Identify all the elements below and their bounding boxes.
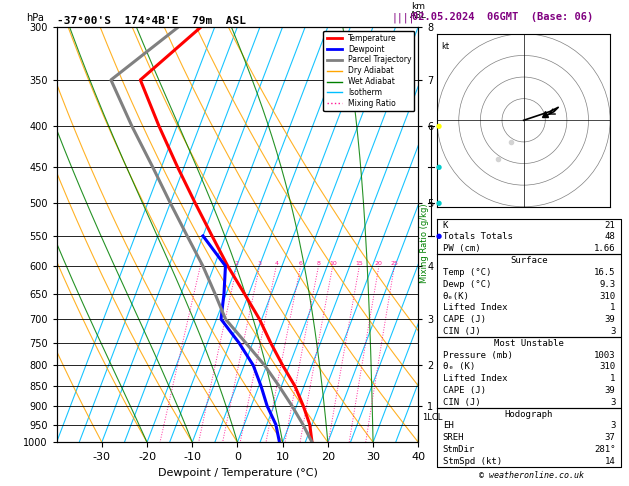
Text: 3: 3 (610, 327, 615, 336)
Text: 21: 21 (604, 221, 615, 230)
Text: CIN (J): CIN (J) (443, 327, 481, 336)
Text: 20: 20 (375, 261, 383, 266)
Text: 16.5: 16.5 (594, 268, 615, 277)
Text: 39: 39 (604, 386, 615, 395)
Text: 1003: 1003 (594, 350, 615, 360)
Text: StmSpd (kt): StmSpd (kt) (443, 457, 502, 466)
Text: 48: 48 (604, 232, 615, 242)
Text: 14: 14 (604, 457, 615, 466)
Text: 1: 1 (610, 374, 615, 383)
Text: StmDir: StmDir (443, 445, 475, 454)
Text: ●: ● (436, 233, 442, 239)
Text: ●: ● (436, 123, 442, 129)
Text: ●: ● (436, 200, 442, 206)
Text: θₑ(K): θₑ(K) (443, 292, 469, 300)
Text: K: K (443, 221, 448, 230)
Text: 3: 3 (610, 398, 615, 407)
Text: hPa: hPa (26, 13, 44, 22)
Text: Totals Totals: Totals Totals (443, 232, 513, 242)
Text: Surface: Surface (510, 256, 548, 265)
Text: θₑ (K): θₑ (K) (443, 363, 475, 371)
Text: CIN (J): CIN (J) (443, 398, 481, 407)
Text: 281°: 281° (594, 445, 615, 454)
Text: kt: kt (442, 42, 450, 52)
Text: Most Unstable: Most Unstable (494, 339, 564, 347)
Text: ●: ● (436, 164, 442, 170)
Legend: Temperature, Dewpoint, Parcel Trajectory, Dry Adiabat, Wet Adiabat, Isotherm, Mi: Temperature, Dewpoint, Parcel Trajectory… (323, 31, 415, 111)
Text: 6: 6 (299, 261, 303, 266)
Text: SREH: SREH (443, 433, 464, 442)
Text: Temp (°C): Temp (°C) (443, 268, 491, 277)
Text: EH: EH (443, 421, 454, 430)
Text: 1LCL: 1LCL (422, 413, 442, 422)
Text: CAPE (J): CAPE (J) (443, 386, 486, 395)
Text: 310: 310 (599, 292, 615, 300)
Text: km
ASL: km ASL (410, 2, 426, 20)
Text: Pressure (mb): Pressure (mb) (443, 350, 513, 360)
Text: 39: 39 (604, 315, 615, 324)
Text: 3: 3 (610, 421, 615, 430)
Text: 2: 2 (235, 261, 239, 266)
Text: 8: 8 (316, 261, 320, 266)
Text: -37°00'S  174°4B'E  79m  ASL: -37°00'S 174°4B'E 79m ASL (57, 16, 245, 26)
Text: 4: 4 (274, 261, 278, 266)
Text: Mixing Ratio (g/kg): Mixing Ratio (g/kg) (420, 203, 429, 283)
Text: 10: 10 (329, 261, 337, 266)
Text: Lifted Index: Lifted Index (443, 374, 507, 383)
Text: ||||: |||| (391, 12, 415, 23)
Text: 9.3: 9.3 (599, 280, 615, 289)
X-axis label: Dewpoint / Temperature (°C): Dewpoint / Temperature (°C) (157, 468, 318, 478)
Text: 15: 15 (355, 261, 364, 266)
Text: 1: 1 (198, 261, 203, 266)
Text: PW (cm): PW (cm) (443, 244, 481, 253)
Text: 37: 37 (604, 433, 615, 442)
Text: Dewp (°C): Dewp (°C) (443, 280, 491, 289)
Text: © weatheronline.co.uk: © weatheronline.co.uk (479, 471, 584, 480)
Text: 3: 3 (258, 261, 262, 266)
Text: 1.66: 1.66 (594, 244, 615, 253)
Text: Lifted Index: Lifted Index (443, 303, 507, 312)
Text: 1: 1 (610, 303, 615, 312)
Text: 25: 25 (391, 261, 398, 266)
Text: CAPE (J): CAPE (J) (443, 315, 486, 324)
Text: 310: 310 (599, 363, 615, 371)
Text: Hodograph: Hodograph (505, 410, 553, 418)
Text: 02.05.2024  06GMT  (Base: 06): 02.05.2024 06GMT (Base: 06) (412, 12, 593, 22)
